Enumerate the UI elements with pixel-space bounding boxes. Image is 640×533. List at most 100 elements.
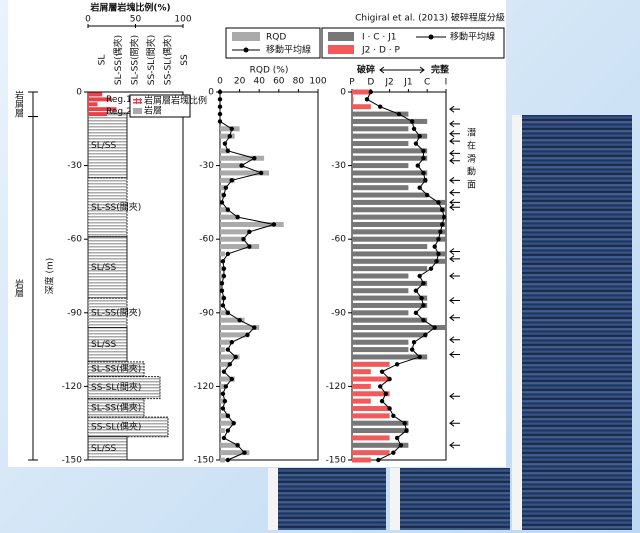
average-point: [227, 362, 232, 367]
fracture-bar: [352, 288, 409, 294]
x-tick-label: 100: [309, 77, 326, 87]
fracture-bar: [352, 420, 409, 426]
average-point: [219, 281, 225, 286]
average-point: [222, 398, 228, 404]
fracture-bar: [352, 244, 428, 250]
debris-bar: [88, 97, 112, 102]
fracture-bar: [352, 376, 390, 382]
fracture-bar: [352, 170, 428, 176]
fracture-bar: [352, 273, 409, 279]
y-axis-label: 深度 (m): [44, 258, 56, 295]
category-label: J2: [384, 78, 393, 88]
average-point: [222, 141, 228, 146]
layer-label: SL-SS(偶夾): [91, 401, 141, 413]
panel-title: 岩屑層岩塊比例(%): [89, 2, 170, 14]
high-label: 完整: [431, 64, 449, 76]
legend-swatch: [328, 32, 354, 41]
average-point: [235, 214, 240, 220]
slip-arrow: [449, 336, 460, 344]
column-label: SS: [180, 54, 190, 66]
fracture-bar: [352, 258, 446, 264]
legend-dot: [428, 34, 434, 40]
fracture-bar: [352, 207, 446, 213]
average-point: [217, 89, 223, 95]
y-tick-label: -120: [194, 382, 215, 392]
average-point: [368, 89, 373, 95]
average-point: [229, 376, 234, 382]
rqd-bar: [220, 251, 225, 257]
legend-box: [129, 94, 191, 118]
average-point: [391, 450, 396, 455]
average-point: [225, 251, 231, 257]
average-point: [378, 104, 383, 109]
y-tick-label: 0: [208, 88, 214, 98]
range-arrow: [379, 66, 425, 74]
slip-arrow: [449, 272, 460, 280]
rqd-bar: [220, 163, 245, 169]
average-point: [423, 178, 428, 183]
fracture-bar: [352, 310, 409, 316]
rqd-bar: [220, 339, 230, 345]
rqd-bar: [220, 457, 225, 463]
average-point: [432, 325, 437, 330]
core-photo: [268, 468, 386, 530]
slip-arrow: [449, 176, 460, 184]
annotation: Reg.1: [106, 95, 132, 105]
average-point: [225, 457, 231, 463]
average-point: [394, 362, 400, 367]
fracture-bar: [352, 442, 409, 448]
average-point: [417, 354, 422, 360]
slip-arrow: [449, 149, 460, 157]
fracture-bar: [352, 361, 390, 367]
average-point: [409, 119, 415, 124]
average-point: [421, 156, 426, 161]
layer-label: SL-SS(間夾): [91, 202, 141, 213]
rqd-bar: [220, 185, 225, 191]
layer: [87, 177, 128, 238]
rqd-bar: [220, 347, 225, 353]
unit-label: 岩層: [13, 278, 24, 298]
layer: [87, 297, 128, 329]
average-point: [421, 317, 426, 323]
fracture-bar: [352, 111, 409, 117]
layer: [87, 112, 128, 179]
category-label: D: [367, 78, 374, 88]
average-point: [247, 229, 252, 235]
fracture-bar: [352, 251, 446, 257]
average-point: [413, 141, 419, 146]
layer-label: SL/SS: [91, 340, 116, 350]
slip-arrow: [449, 137, 460, 145]
column-label: SL-SS(偶夾): [112, 35, 124, 85]
average-point: [221, 273, 227, 279]
slip-arrow: [449, 441, 460, 449]
x-tick-label: 100: [174, 15, 191, 25]
fracture-bar: [352, 347, 409, 353]
rqd-bar: [220, 361, 230, 367]
rqd-bar: [220, 170, 269, 176]
average-point: [271, 222, 277, 227]
rqd-bar: [220, 332, 250, 338]
rqd-bar: [220, 413, 230, 419]
average-point: [411, 126, 417, 131]
average-point: [245, 332, 250, 338]
rqd-bar: [220, 376, 235, 382]
rqd-bar: [220, 325, 260, 331]
slip-arrow: [449, 351, 460, 358]
fracture-bar: [352, 325, 446, 331]
average-point: [247, 244, 252, 249]
column-label: SS-SL(偶夾): [162, 35, 174, 85]
average-point: [231, 421, 236, 426]
layer-label: SL/SS: [91, 141, 116, 151]
average-point: [217, 111, 223, 117]
average-point: [387, 406, 392, 411]
average-point: [221, 369, 227, 374]
layer-label: SS-SL(偶夾): [91, 420, 141, 432]
average-point: [379, 369, 385, 374]
average-point: [387, 376, 392, 382]
fracture-bar: [352, 405, 390, 411]
x-axis-label: RQD (%): [250, 66, 289, 76]
x-tick-label: 20: [234, 77, 246, 87]
x-tick-label: 80: [293, 77, 305, 87]
annotation: Reg.2: [106, 107, 132, 117]
